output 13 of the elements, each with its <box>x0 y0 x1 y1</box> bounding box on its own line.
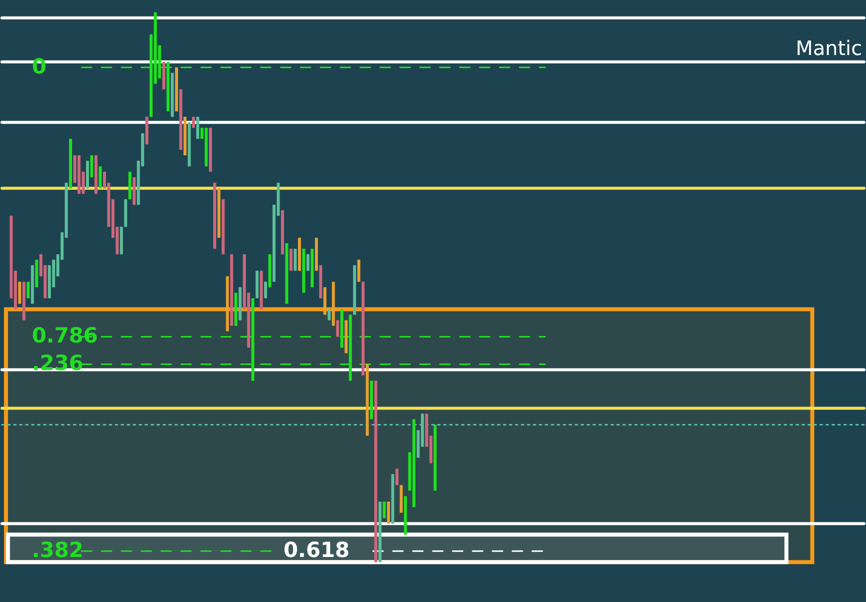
candlestick <box>395 468 398 486</box>
candlestick <box>26 281 30 299</box>
candlestick <box>336 320 340 338</box>
ref-line-label: Mantic <box>796 36 862 60</box>
candlestick <box>294 248 297 272</box>
annotation: .382 <box>32 538 84 562</box>
candlestick <box>306 254 310 272</box>
candlestick <box>98 166 102 189</box>
candlestick <box>196 116 200 140</box>
candlestick <box>357 259 360 282</box>
annotation: 0.618 <box>283 538 350 562</box>
candlestick <box>264 281 268 299</box>
annotation: 0.786 <box>32 324 98 348</box>
